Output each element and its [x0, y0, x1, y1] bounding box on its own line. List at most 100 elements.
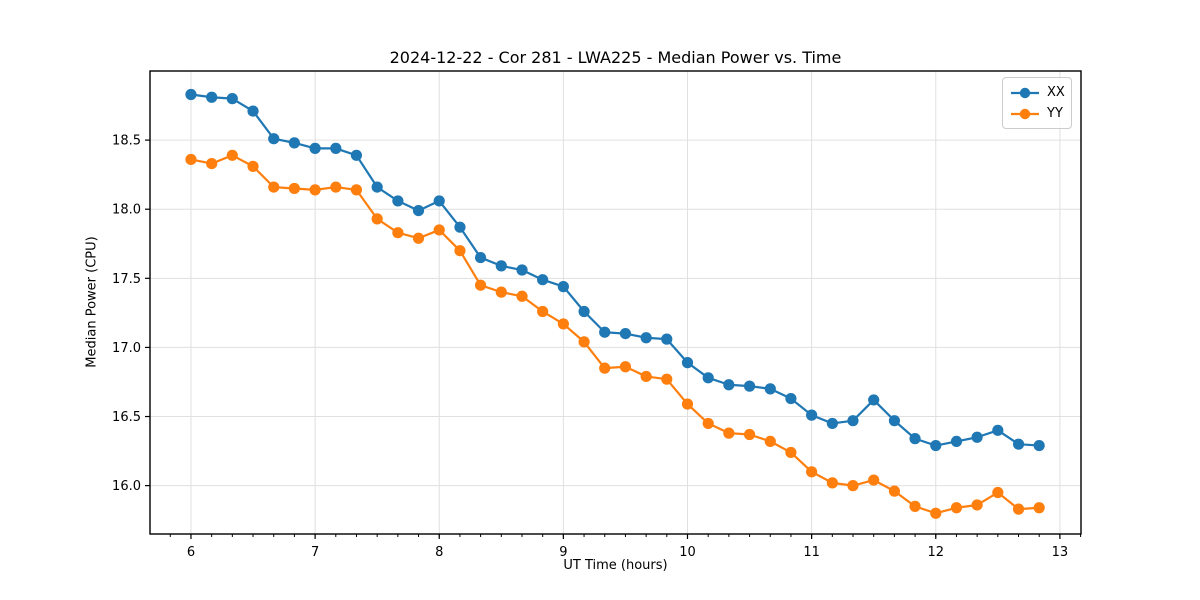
data-point-XX [516, 264, 528, 276]
legend-entry-XX: XX [1010, 82, 1065, 103]
data-point-XX [888, 415, 901, 427]
y-tick-label: 18.0 [112, 203, 141, 218]
data-point-XX [1033, 439, 1045, 452]
data-point-YY [661, 373, 673, 385]
x-tick-label: 6 [187, 545, 195, 560]
legend-line-sample [1011, 108, 1039, 119]
data-point-YY [599, 362, 611, 374]
data-point-YY [888, 485, 901, 497]
data-point-XX [206, 91, 218, 103]
data-point-XX [640, 332, 652, 344]
y-tick-label: 17.0 [112, 341, 141, 356]
data-point-YY [1012, 503, 1025, 515]
y-tick-label: 16.5 [112, 410, 141, 425]
data-point-YY [185, 153, 197, 166]
data-point-YY [723, 427, 735, 439]
data-point-YY [350, 184, 363, 196]
data-point-XX [992, 424, 1004, 436]
data-point-YY [619, 361, 632, 373]
x-axis-label: UT Time (hours) [563, 558, 668, 573]
data-point-XX [661, 333, 673, 345]
data-point-XX [350, 149, 363, 161]
data-point-YY [930, 507, 942, 519]
legend: XX YY [1002, 77, 1072, 129]
data-point-YY [909, 500, 921, 512]
data-point-XX [826, 417, 838, 430]
data-point-YY [392, 227, 404, 239]
data-point-XX [806, 409, 818, 421]
data-point-YY [764, 435, 776, 447]
data-point-XX [1012, 438, 1025, 450]
data-point-YY [454, 245, 466, 257]
data-point-XX [743, 380, 756, 392]
data-point-XX [330, 142, 342, 154]
x-tick-label: 8 [435, 545, 443, 560]
x-tick-label: 9 [559, 545, 567, 560]
data-point-YY [640, 370, 652, 383]
data-point-XX [702, 372, 714, 384]
data-point-YY [702, 417, 714, 430]
data-point-XX [909, 433, 921, 445]
data-point-XX [723, 379, 735, 391]
data-point-YY [474, 279, 487, 291]
x-tick-label: 11 [803, 545, 820, 560]
x-tick-label: 12 [927, 545, 944, 560]
data-point-YY [268, 181, 280, 193]
data-point-YY [743, 428, 756, 441]
legend-line-sample [1011, 87, 1039, 98]
data-point-XX [971, 431, 983, 443]
data-point-XX [619, 327, 632, 340]
data-point-XX [392, 195, 404, 207]
x-tick-label: 13 [1052, 545, 1069, 560]
data-point-YY [412, 232, 425, 244]
data-point-YY [868, 474, 880, 486]
data-point-XX [557, 281, 569, 293]
data-point-YY [226, 149, 238, 161]
data-point-XX [268, 133, 280, 145]
data-point-YY [516, 290, 528, 302]
data-point-YY [971, 499, 983, 511]
data-point-XX [847, 415, 859, 427]
data-point-YY [309, 184, 321, 196]
data-point-YY [578, 336, 590, 348]
data-point-YY [557, 318, 569, 330]
data-point-XX [930, 439, 942, 452]
data-point-XX [474, 251, 487, 264]
y-tick-label: 16.0 [112, 479, 141, 494]
data-point-XX [309, 142, 321, 154]
legend-entry-YY: YY [1010, 103, 1063, 124]
axes-spines [149, 70, 1082, 535]
data-point-YY [806, 466, 818, 478]
x-tick-label: 7 [311, 545, 319, 560]
chart-title: 2024-12-22 - Cor 281 - LWA225 - Median P… [389, 48, 842, 67]
data-point-YY [992, 486, 1004, 499]
data-point-XX [681, 357, 694, 369]
data-point-YY [495, 286, 507, 298]
data-point-XX [785, 392, 797, 405]
data-point-XX [247, 105, 259, 117]
data-point-YY [288, 182, 300, 195]
data-point-XX [950, 435, 963, 447]
data-point-YY [847, 480, 859, 492]
data-point-YY [247, 160, 259, 172]
data-point-XX [412, 204, 425, 217]
data-point-XX [454, 221, 466, 233]
data-point-XX [764, 383, 776, 395]
x-tick-label: 10 [679, 545, 696, 560]
y-tick-label: 17.5 [112, 272, 141, 287]
data-point-YY [950, 502, 963, 514]
data-point-YY [785, 446, 797, 459]
data-point-YY [206, 158, 218, 170]
data-point-XX [185, 88, 197, 101]
data-point-XX [495, 260, 507, 272]
data-point-YY [371, 213, 383, 225]
legend-label: YY [1047, 106, 1063, 121]
data-point-XX [371, 181, 383, 193]
data-point-XX [226, 93, 238, 105]
data-point-YY [537, 305, 549, 318]
data-point-XX [599, 326, 611, 338]
data-point-YY [826, 477, 838, 489]
data-point-YY [433, 224, 445, 236]
